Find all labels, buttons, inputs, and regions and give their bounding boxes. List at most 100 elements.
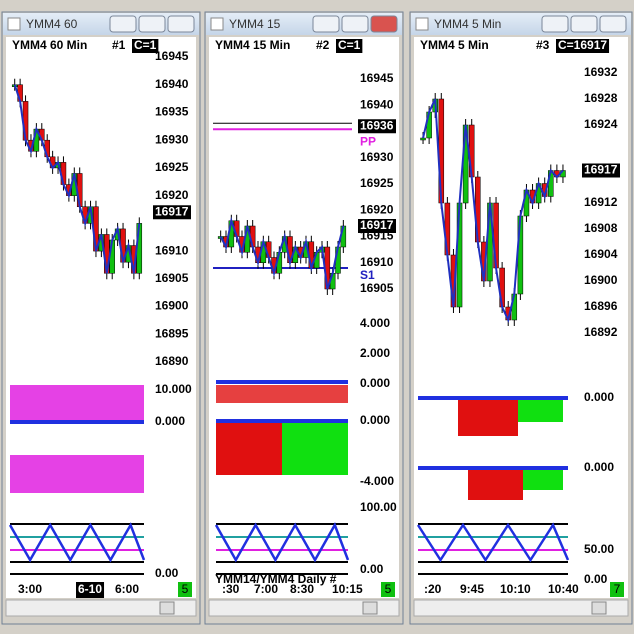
- footer: 7: [614, 582, 621, 596]
- maximize-button[interactable]: [570, 15, 598, 33]
- last-price: 16917: [360, 218, 394, 232]
- price-tick: 16940: [155, 77, 189, 91]
- scroll-thumb[interactable]: [159, 601, 175, 615]
- price-tick: 16910: [360, 255, 394, 269]
- oscillator: [214, 522, 350, 563]
- footer-box: [610, 582, 624, 597]
- price-tick: 16930: [155, 132, 189, 146]
- oscillator: [416, 522, 570, 563]
- indicator-tick: 0.00: [584, 572, 608, 586]
- indicator-tick: 100.00: [360, 500, 397, 514]
- close-line: [422, 98, 564, 324]
- chart-number: #2: [316, 38, 330, 52]
- current-box: [556, 39, 610, 53]
- minimize-button[interactable]: [109, 15, 137, 33]
- level-box: [358, 119, 396, 134]
- histogram: [523, 470, 563, 490]
- last-price-box: [153, 205, 191, 220]
- footer: 5: [385, 582, 392, 596]
- chart-current: C=16917: [558, 38, 607, 52]
- histogram: [10, 455, 144, 493]
- app-icon: [210, 17, 224, 31]
- price-tick: 16945: [155, 49, 189, 63]
- chart-current: C=1: [134, 38, 157, 52]
- pp-label: PP: [360, 134, 376, 148]
- window-title: YMM4 5 Min: [434, 17, 501, 31]
- scrollbar[interactable]: [208, 599, 400, 617]
- price-tick: 16900: [155, 299, 189, 313]
- s1-label: S1: [360, 268, 375, 282]
- price-tick: 16935: [155, 105, 189, 119]
- scroll-thumb[interactable]: [591, 601, 607, 615]
- current-box: [336, 39, 363, 53]
- footnote: YMM14/YMM4 Daily #: [215, 572, 337, 586]
- minimize-button[interactable]: [312, 15, 340, 33]
- time-label: :30: [222, 582, 240, 596]
- time-label: 8:30: [290, 582, 314, 596]
- maximize-button[interactable]: [138, 15, 166, 33]
- time-label: 7:00: [254, 582, 278, 596]
- chart-area: [6, 37, 196, 598]
- price-tick: 16904: [584, 247, 618, 261]
- indicator-tick: 0.000: [584, 390, 614, 404]
- time-label: 10:10: [500, 582, 531, 596]
- scrollbar[interactable]: [5, 599, 197, 617]
- maximize-button[interactable]: [341, 15, 369, 33]
- histogram: [518, 400, 563, 422]
- histogram: [282, 423, 348, 475]
- chart-current: C=1: [338, 38, 361, 52]
- scroll-thumb[interactable]: [362, 601, 378, 615]
- current-box: [132, 39, 159, 53]
- time-label: 6:00: [115, 582, 139, 596]
- indicator-tick: 0.000: [155, 414, 185, 428]
- price-tick: 16920: [360, 202, 394, 216]
- oscillator: [8, 522, 146, 563]
- last-price: 16917: [155, 204, 189, 218]
- price-tick: 16932: [584, 65, 618, 79]
- price-tick: 16912: [584, 195, 618, 209]
- indicator-tick: 0.000: [584, 460, 614, 474]
- time-label: 10:15: [332, 582, 363, 596]
- last-price-box: [358, 219, 396, 233]
- time-label: 3:00: [18, 582, 42, 596]
- scrollbar[interactable]: [413, 599, 629, 617]
- indicator-tick: 0.000: [360, 376, 390, 390]
- indicator-tick: -4.000: [360, 474, 394, 488]
- histogram: [216, 385, 348, 403]
- close-button[interactable]: [599, 15, 627, 33]
- indicator-tick: 0.00: [155, 566, 179, 580]
- price-tick: 16930: [360, 150, 394, 164]
- price-tick: 16895: [155, 326, 189, 340]
- price-tick: 16892: [584, 325, 618, 339]
- price-tick: 16900: [584, 273, 618, 287]
- price-tick: 16890: [155, 354, 189, 368]
- footer-box: [178, 582, 192, 597]
- close-line: [219, 216, 345, 290]
- time-label: 9:45: [460, 582, 484, 596]
- window-title: YMM4 60: [26, 17, 78, 31]
- minimize-button[interactable]: [541, 15, 569, 33]
- price-tick: 16905: [155, 271, 189, 285]
- histogram: [468, 470, 523, 500]
- candle: [420, 137, 426, 141]
- close-button[interactable]: [167, 15, 195, 33]
- price-tick: 16908: [584, 221, 618, 235]
- close-button[interactable]: [370, 15, 398, 33]
- footer: 5: [182, 582, 189, 596]
- price-tick: 16924: [584, 117, 618, 131]
- indicator-tick: 2.000: [360, 346, 390, 360]
- histogram: [458, 400, 518, 436]
- chart-number: #3: [536, 38, 550, 52]
- price-tick: 16928: [584, 91, 618, 105]
- window-title: YMM4 15: [229, 17, 281, 31]
- chart-header: YMM4 15 Min: [215, 38, 290, 52]
- indicator-tick: 10.000: [155, 382, 192, 396]
- indicator-tick: 0.00: [360, 562, 384, 576]
- date-box: [76, 582, 105, 598]
- price-tick: 16920: [155, 188, 189, 202]
- price-tick: 16896: [584, 299, 618, 313]
- histogram: [216, 423, 282, 475]
- time-label: 10:40: [548, 582, 579, 596]
- indicator-tick: 50.00: [584, 542, 614, 556]
